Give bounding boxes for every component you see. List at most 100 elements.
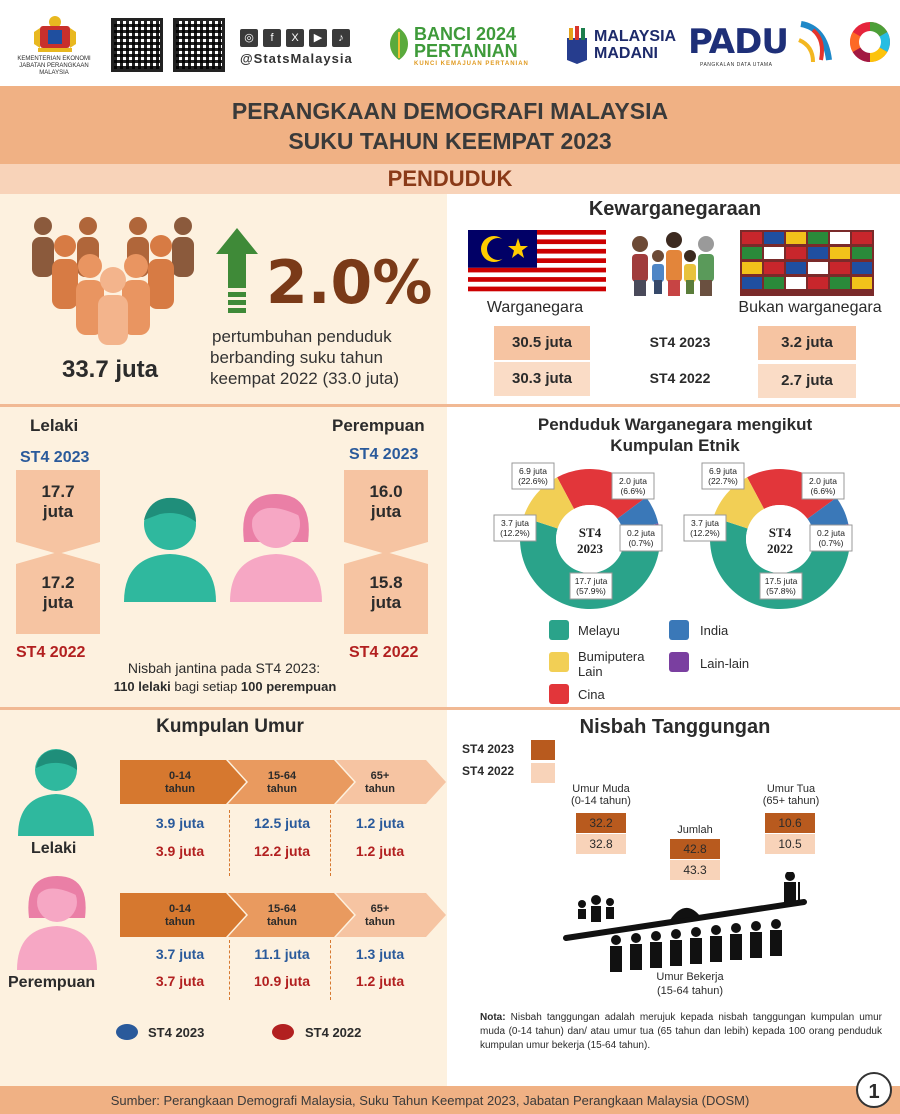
female-15-64-2022: 10.9 juta bbox=[253, 973, 311, 989]
young-label-line-2: (0-14 tahun) bbox=[571, 795, 631, 807]
facebook-icon[interactable]: f bbox=[263, 29, 281, 47]
padu-subtitle: PANGKALAN DATA UTAMA bbox=[700, 62, 773, 68]
world-flags-icon bbox=[740, 230, 874, 296]
female-2023-number: 16.0 bbox=[369, 482, 403, 501]
dependency-swatch-2022 bbox=[531, 763, 555, 783]
growth-rate: 2.0% bbox=[266, 248, 433, 318]
legend-bumi-line-2: Lain bbox=[578, 664, 603, 679]
title-line-1: PERANGKAAN DEMOGRAFI MALAYSIA bbox=[231, 98, 669, 124]
legend-swatch-cina bbox=[549, 684, 569, 704]
female-period-2022: ST4 2022 bbox=[349, 644, 419, 661]
donut-data-label-box bbox=[493, 514, 537, 542]
donut-data-label-text: 2.0 juta bbox=[809, 476, 837, 486]
qr-code-icon[interactable] bbox=[173, 18, 225, 72]
noncitizen-label: Bukan warganegara bbox=[738, 299, 882, 316]
male-2022-number: 17.2 bbox=[41, 573, 75, 592]
section-title: PENDUDUK bbox=[387, 166, 513, 191]
dependency-title: Nisbah Tanggungan bbox=[579, 716, 771, 738]
female-2022-value: 15.8 juta bbox=[344, 573, 428, 613]
donut-data-label-text: (57.8%) bbox=[766, 586, 796, 596]
malaysia-flag-icon bbox=[468, 230, 606, 296]
qr-code-icon[interactable] bbox=[111, 18, 163, 72]
column-divider bbox=[229, 940, 230, 1000]
donut-data-label-text: (22.7%) bbox=[708, 476, 738, 486]
citizenship-title: Kewarganegaraan bbox=[588, 198, 762, 220]
ratio-female: 100 perempuan bbox=[240, 679, 337, 694]
male-label: Lelaki bbox=[30, 416, 79, 435]
column-divider bbox=[330, 810, 331, 876]
donut-data-label-text: (12.2%) bbox=[690, 528, 720, 538]
noncitizen-2023-value: 3.2 juta bbox=[758, 326, 856, 360]
growth-desc-line-2: berbanding suku tahun bbox=[210, 348, 383, 367]
total-2022-value: 43.3 bbox=[670, 860, 720, 880]
young-2022-value: 32.8 bbox=[576, 834, 626, 854]
x-twitter-icon[interactable]: X bbox=[286, 29, 304, 47]
coat-of-arms-icon bbox=[34, 16, 76, 52]
donut-data-label: 0.2 juta(0.7%) bbox=[619, 524, 663, 552]
female-2023-value: 16.0 juta bbox=[344, 482, 428, 522]
title-line-2: SUKU TAHUN KEEMPAT 2023 bbox=[288, 128, 612, 154]
donut-center-label: ST4 bbox=[579, 525, 602, 540]
donut-data-label-text: (12.2%) bbox=[500, 528, 530, 538]
donut-data-label: 3.7 juta(12.2%) bbox=[493, 514, 537, 542]
ethnic-title: Penduduk Warganegara mengikut Kumpulan E… bbox=[470, 414, 880, 456]
donut-slice-india-2022 bbox=[807, 497, 849, 532]
old-label-line-1: Umur Tua bbox=[766, 783, 816, 795]
female-hourglass-shape bbox=[344, 470, 428, 634]
age-group-15-64-female: 15-64 tahun bbox=[232, 893, 332, 937]
donut-center bbox=[556, 505, 624, 573]
donut-data-label-text: 2.0 juta bbox=[619, 476, 647, 486]
tiktok-icon[interactable]: ♪ bbox=[332, 29, 350, 47]
donut-data-label: 3.7 juta(12.2%) bbox=[683, 514, 727, 542]
male-0-14-2023: 3.9 juta bbox=[155, 815, 205, 831]
age-female-label: Perempuan bbox=[8, 974, 96, 991]
male-hourglass-shape bbox=[16, 470, 100, 634]
age-group-0-14-male: 0-14 tahun bbox=[130, 760, 230, 804]
total-label: Jumlah bbox=[677, 824, 713, 836]
donut-data-label-text: (6.6%) bbox=[810, 486, 835, 496]
donut-center-label: 2022 bbox=[767, 541, 793, 556]
donut-data-label-box bbox=[801, 472, 845, 500]
social-handle[interactable]: @StatsMalaysia bbox=[240, 51, 353, 66]
female-person-icon bbox=[230, 494, 322, 602]
column-divider bbox=[229, 810, 230, 876]
female-0-14-2022: 3.7 juta bbox=[155, 973, 205, 989]
divider bbox=[0, 404, 900, 407]
donut-data-label-text: 6.9 juta bbox=[519, 466, 547, 476]
madani-line-2: MADANI bbox=[594, 45, 658, 62]
old-label-line-2: (65+ tahun) bbox=[762, 795, 820, 807]
legend-label-cina: Cina bbox=[578, 687, 605, 702]
male-person-icon bbox=[124, 497, 216, 602]
banci-logo: BANCI 2024 PERTANIAN KUNCI KEMAJUAN PERT… bbox=[414, 24, 529, 68]
age-range-1: 15-64 bbox=[267, 770, 297, 782]
source-citation: Sumber: Perangkaan Demografi Malaysia, S… bbox=[110, 1093, 750, 1108]
crowd-icon bbox=[32, 217, 194, 345]
age-title: Kumpulan Umur bbox=[156, 716, 304, 737]
legend-bumi-line-1: Bumiputera bbox=[578, 649, 645, 664]
male-period-2023: ST4 2023 bbox=[20, 449, 90, 466]
instagram-icon[interactable]: ◎ bbox=[240, 29, 258, 47]
age-chevrons-male bbox=[120, 760, 446, 804]
donut-data-label-text: (0.7%) bbox=[628, 538, 653, 548]
male-2023-number: 17.7 bbox=[41, 482, 75, 501]
population-total: 33.7 juta bbox=[61, 356, 159, 383]
female-65-2023: 1.3 juta bbox=[355, 946, 405, 962]
donut-data-label-box bbox=[619, 524, 663, 552]
legend-2022-label: ST4 2022 bbox=[305, 1025, 362, 1040]
old-label: Umur Tua (65+ tahun) bbox=[746, 783, 836, 807]
male-2022-value: 17.2 juta bbox=[16, 573, 100, 613]
donut-data-label: 2.0 juta(6.6%) bbox=[611, 472, 655, 500]
legend-label-india: India bbox=[700, 623, 729, 638]
ratio-mid: bagi setiap bbox=[170, 679, 241, 694]
banci-line-1: BANCI 2024 bbox=[414, 24, 517, 44]
total-2023-value: 42.8 bbox=[670, 839, 720, 859]
dependency-legend-2023: ST4 2023 bbox=[462, 742, 515, 756]
growth-description: pertumbuhan penduduk berbanding suku tah… bbox=[210, 326, 440, 389]
age-unit-0: tahun bbox=[165, 916, 195, 928]
family-icon bbox=[632, 232, 714, 296]
age-group-15-64-male: 15-64 tahun bbox=[232, 760, 332, 804]
noncitizen-2022-value: 2.7 juta bbox=[758, 364, 856, 398]
donut-data-label-box bbox=[569, 572, 613, 600]
age-chevrons-female bbox=[120, 893, 446, 937]
youtube-icon[interactable]: ▶ bbox=[309, 29, 327, 47]
